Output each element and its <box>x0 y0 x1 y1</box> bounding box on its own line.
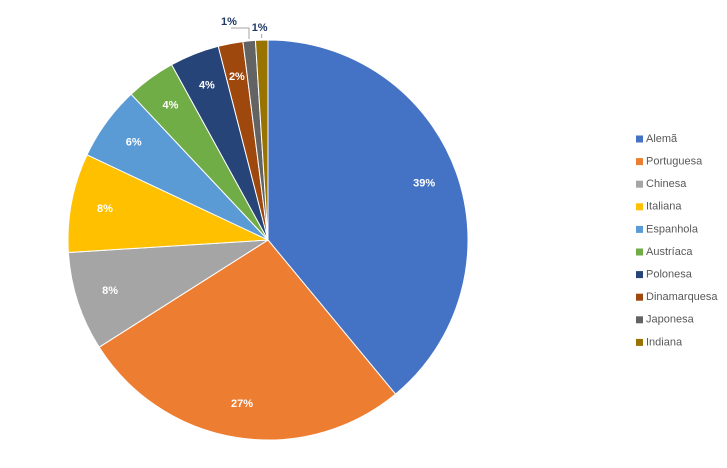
legend-swatch <box>636 225 643 233</box>
legend-label: Espanhola <box>646 223 699 235</box>
legend-swatch <box>636 203 643 211</box>
legend-swatch <box>636 180 643 188</box>
legend-label: Alemã <box>646 133 678 145</box>
legend-label: Chinesa <box>646 178 687 190</box>
pie-slice <box>98 239 397 441</box>
legend-swatch <box>636 316 643 324</box>
data-label: 2% <box>229 71 245 83</box>
legend-label: Dinamarquesa <box>646 291 718 303</box>
pie-slice <box>67 239 269 348</box>
data-label: 1% <box>252 22 268 34</box>
data-label: 8% <box>102 285 118 297</box>
pie-slice <box>267 39 469 395</box>
leader-line <box>230 27 250 39</box>
pie-slice <box>254 39 269 241</box>
data-label: 39% <box>413 178 435 190</box>
legend-label: Italiana <box>646 201 682 213</box>
legend-swatch <box>636 293 643 301</box>
legend-label: Polonesa <box>646 269 693 281</box>
data-label: 6% <box>126 136 142 148</box>
data-label: 4% <box>199 80 215 92</box>
legend-swatch <box>636 271 643 279</box>
legend-label: Portuguesa <box>646 156 703 168</box>
pie-slice <box>67 154 269 254</box>
data-label: 8% <box>97 203 113 215</box>
legend-swatch <box>636 248 643 256</box>
legend-label: Austríaca <box>646 246 693 258</box>
legend-label: Japonesa <box>646 314 695 326</box>
legend-swatch <box>636 135 643 143</box>
data-label: 4% <box>162 100 178 112</box>
legend-swatch <box>636 158 643 166</box>
data-label: 27% <box>231 398 253 410</box>
legend-label: Indiana <box>646 336 683 348</box>
legend-swatch <box>636 338 643 346</box>
data-label: 1% <box>221 16 237 28</box>
